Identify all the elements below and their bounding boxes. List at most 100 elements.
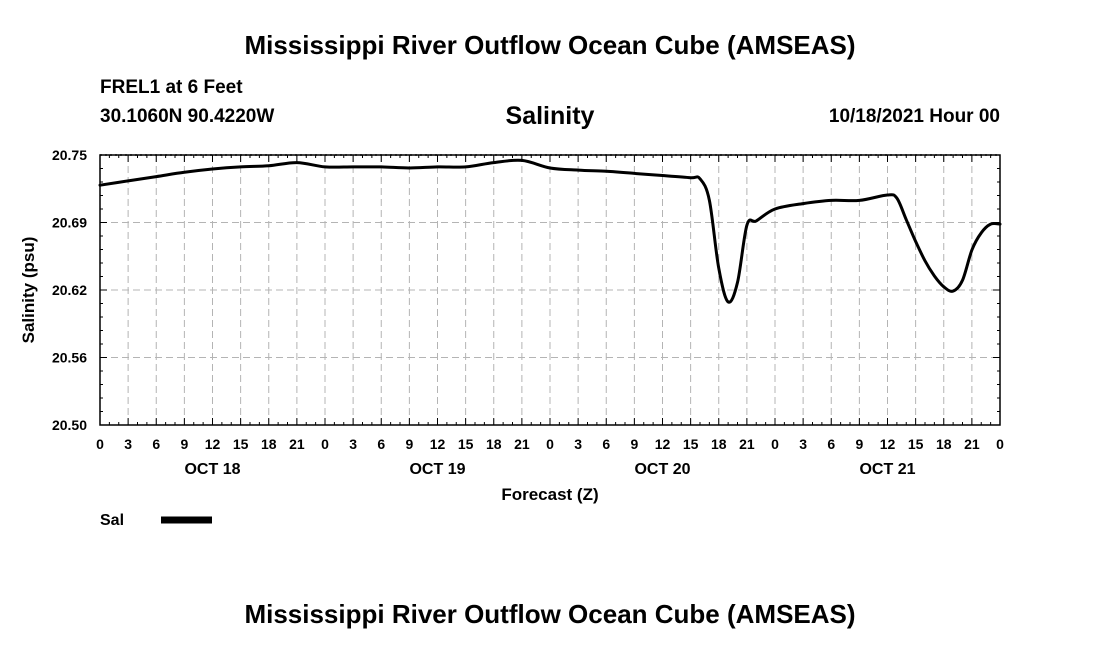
- day-label: OCT 19: [409, 461, 465, 478]
- data-point: [700, 178, 701, 179]
- data-point: [906, 219, 907, 220]
- day-label: OCT 21: [859, 461, 915, 478]
- data-point: [728, 301, 729, 302]
- data-point: [465, 166, 466, 167]
- data-point: [915, 241, 916, 242]
- x-tick-label: 18: [711, 436, 727, 452]
- data-point: [775, 209, 776, 210]
- grid: [100, 154, 1000, 425]
- data-point: [925, 260, 926, 261]
- data-point: [268, 165, 269, 166]
- data-point: [212, 169, 213, 170]
- data-point: [550, 168, 551, 169]
- data-point: [156, 176, 157, 177]
- data-point: [381, 166, 382, 167]
- data-point: [962, 280, 963, 281]
- data-point: [746, 225, 747, 226]
- data-point: [709, 200, 710, 201]
- series-layer: [98, 158, 1002, 304]
- data-point: [718, 268, 719, 269]
- data-point: [934, 276, 935, 277]
- data-point: [296, 162, 297, 163]
- data-point: [971, 250, 972, 251]
- y-tick-label: 20.62: [52, 282, 87, 298]
- x-tick-label: 12: [655, 436, 671, 452]
- x-tick-label: 9: [630, 436, 638, 452]
- x-tick-label: 21: [514, 436, 530, 452]
- axis-ticks: [99, 154, 1001, 426]
- y-tick-label: 20.50: [52, 417, 87, 433]
- x-tick-label: 12: [880, 436, 896, 452]
- x-tick-label: 0: [546, 436, 554, 452]
- x-tick-label: 6: [827, 436, 835, 452]
- data-point: [493, 162, 494, 163]
- run-time: 10/18/2021 Hour 00: [828, 106, 1000, 127]
- x-tick-label: 3: [799, 436, 807, 452]
- data-point: [606, 171, 607, 172]
- x-tick-label: 0: [321, 436, 329, 452]
- data-point: [859, 200, 860, 201]
- station-label: FREL1 at 6 Feet: [100, 77, 243, 98]
- variable-title: Salinity: [505, 102, 595, 130]
- x-tick-label: 15: [908, 436, 924, 452]
- data-point: [100, 185, 101, 186]
- x-tick-label: 3: [574, 436, 582, 452]
- data-point: [240, 166, 241, 167]
- x-tick-label: 15: [233, 436, 249, 452]
- x-tick-label: 6: [152, 436, 160, 452]
- x-tick-label: 21: [964, 436, 980, 452]
- x-tick-label: 9: [180, 436, 188, 452]
- x-tick-label: 0: [96, 436, 104, 452]
- tick-labels: 0 3 6 9 12 15 18 21 0 3 6 9 12 15 18 21 0 3 6 9 12 15 18 21 0 3 6 9…: [52, 147, 1004, 478]
- data-point: [353, 166, 354, 167]
- station-coords: 30.1060N 90.4220W: [100, 106, 275, 127]
- legend-label: Sal: [100, 512, 124, 529]
- x-tick-label: 3: [124, 436, 132, 452]
- x-tick-label: 12: [205, 436, 221, 452]
- data-point: [1000, 224, 1001, 225]
- day-label: OCT 18: [184, 461, 240, 478]
- y-tick-label: 20.56: [52, 350, 87, 366]
- y-tick-label: 20.75: [52, 147, 87, 163]
- data-point: [887, 195, 888, 196]
- x-tick-label: 0: [771, 436, 779, 452]
- footer-title: Mississippi River Outflow Ocean Cube (AM…: [244, 599, 856, 629]
- x-tick-label: 15: [458, 436, 474, 452]
- series-line-sal: [98, 158, 1002, 304]
- data-point: [756, 220, 757, 221]
- data-point: [578, 170, 579, 171]
- data-point: [896, 198, 897, 199]
- y-axis-label: Salinity (psu): [19, 237, 38, 344]
- day-label: OCT 20: [634, 461, 690, 478]
- x-axis-label: Forecast (Z): [501, 485, 598, 504]
- x-tick-label: 18: [486, 436, 502, 452]
- data-point: [128, 180, 129, 181]
- data-point: [521, 160, 522, 161]
- data-point: [690, 177, 691, 178]
- x-tick-label: 15: [683, 436, 699, 452]
- data-point: [409, 168, 410, 169]
- x-tick-label: 21: [289, 436, 305, 452]
- x-tick-label: 18: [936, 436, 952, 452]
- data-point: [184, 172, 185, 173]
- x-tick-label: 9: [855, 436, 863, 452]
- data-point: [953, 291, 954, 292]
- data-point: [831, 200, 832, 201]
- y-tick-label: 20.69: [52, 215, 87, 231]
- x-tick-label: 0: [996, 436, 1004, 452]
- data-point: [990, 224, 991, 225]
- x-tick-label: 21: [739, 436, 755, 452]
- data-point: [325, 166, 326, 167]
- data-point: [943, 286, 944, 287]
- x-tick-label: 6: [377, 436, 385, 452]
- x-tick-label: 6: [602, 436, 610, 452]
- data-point: [662, 175, 663, 176]
- data-point: [737, 282, 738, 283]
- x-tick-label: 9: [405, 436, 413, 452]
- data-point: [634, 173, 635, 174]
- chart-title: Mississippi River Outflow Ocean Cube (AM…: [244, 30, 856, 60]
- x-tick-label: 12: [430, 436, 446, 452]
- x-tick-label: 3: [349, 436, 357, 452]
- data-point: [437, 166, 438, 167]
